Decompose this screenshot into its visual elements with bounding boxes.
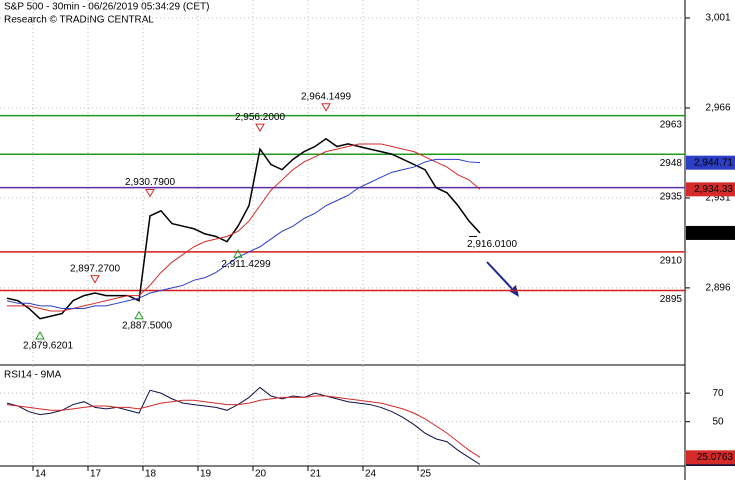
low-marker (35, 330, 45, 340)
annotation-label: 2,930.7900 (125, 177, 175, 188)
high-marker (90, 275, 100, 284)
y-tick-label: 3,001 (705, 13, 730, 24)
x-tick-label: 20 (255, 469, 267, 480)
forecast-arrow (486, 261, 517, 294)
x-tick-label: 25 (420, 469, 432, 480)
price-tag (686, 450, 735, 465)
y-tick-label: 2,966 (705, 103, 730, 114)
series-line (6, 158, 481, 309)
low-marker (233, 249, 243, 258)
price-tag (686, 155, 735, 170)
x-tick-label: 24 (365, 469, 377, 480)
annotation-label: 2,956.2000 (235, 112, 285, 123)
annotation-label: 2,916.0100 (467, 239, 517, 250)
low-marker (134, 310, 144, 320)
annotation-label: 2,879.6201 (23, 341, 73, 352)
price-tag (686, 182, 735, 197)
annotation-label: 2,964.1499 (301, 91, 351, 102)
annotation-label: 2,897.2700 (70, 263, 120, 274)
chart-subtitle: Research © TRADING CENTRAL (4, 15, 154, 26)
price-tag-label: 2,917.38 (694, 228, 733, 239)
x-tick-label: 17 (90, 469, 102, 480)
x-tick-label: 18 (145, 469, 157, 480)
high-marker (145, 188, 155, 198)
series-line (7, 143, 481, 312)
price-tag (686, 225, 735, 240)
y-tick-label: 2,931 (705, 193, 730, 204)
high-marker (255, 123, 265, 133)
level-label: 2935 (660, 191, 683, 202)
x-tick-label: 21 (310, 469, 322, 480)
level-label: 2963 (660, 119, 683, 130)
x-tick-label: 19 (200, 469, 212, 480)
series-line (6, 386, 481, 465)
y-tick-label: 70 (712, 388, 724, 399)
price-tag-label: 2,934.33 (694, 184, 733, 195)
rsi-title: RSI14 - 9MA (4, 370, 62, 381)
series-line (6, 395, 481, 458)
annotation-label: 2,911.4299 (221, 259, 271, 270)
x-tick-label: 14 (35, 469, 47, 480)
price-tag-label: 25.0763 (697, 452, 734, 463)
series-line (6, 137, 481, 320)
annotation-label: 2,887.5000 (122, 320, 172, 331)
chart-title: S&P 500 - 30min - 06/26/2019 05:34:29 (C… (4, 2, 210, 13)
level-label: 2948 (660, 158, 683, 169)
y-tick-label: 50 (712, 416, 724, 427)
level-label: 2895 (660, 294, 683, 305)
price-tag-label: 2,944.71 (694, 157, 733, 168)
y-tick-label: 2,896 (705, 283, 730, 294)
high-marker (321, 103, 331, 112)
level-label: 2910 (660, 256, 683, 267)
